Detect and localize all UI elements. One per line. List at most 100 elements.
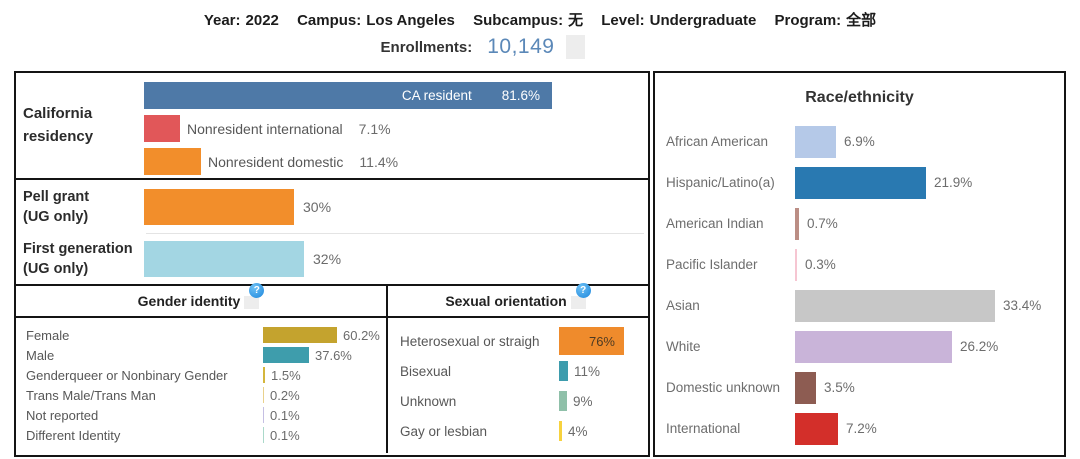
category-label: Male <box>26 347 55 363</box>
category-label: Domestic unknown <box>666 380 781 395</box>
value-label: 76% <box>588 333 615 349</box>
bar-ca-resident[interactable]: CA resident 81.6% <box>144 82 552 109</box>
bar-heterosexual-or-straigh[interactable]: 76% <box>559 327 624 355</box>
bar-row-male: Male 37.6% <box>16 345 386 365</box>
value-label: 37.6% <box>315 347 352 363</box>
bar-row-nonresident-international: Nonresident international 7.1% <box>144 112 648 145</box>
category-label: Not reported <box>26 407 99 423</box>
bar-pacific-islander[interactable] <box>795 248 797 281</box>
bar-row-different-identity: Different Identity 0.1% <box>16 425 386 445</box>
bar-genderqueer-or-nonbinary-gender[interactable] <box>263 367 265 383</box>
gender-help-icon[interactable]: ? <box>244 283 265 309</box>
category-label: Genderqueer or Nonbinary Gender <box>26 367 228 383</box>
bar-asian[interactable] <box>795 289 995 322</box>
bar-row-domestic-unknown: Domestic unknown 3.5% <box>655 367 1064 408</box>
bar-row-not-reported: Not reported 0.1% <box>16 405 386 425</box>
bar-different-identity[interactable] <box>263 427 264 443</box>
bar-row-trans-male-trans-man: Trans Male/Trans Man 0.2% <box>16 385 386 405</box>
race-ethnicity-title: Race/ethnicity <box>805 89 914 106</box>
category-label: Unknown <box>400 393 457 409</box>
value-label: 9% <box>573 393 593 409</box>
category-label: Different Identity <box>26 427 121 443</box>
filter-subcampus-value: 无 <box>568 12 584 29</box>
category-label: CA resident <box>401 88 472 103</box>
value-label: 0.1% <box>270 407 300 423</box>
category-label: Pacific Islander <box>666 257 758 272</box>
bar-male[interactable] <box>263 347 309 363</box>
bar-row-gay-or-lesbian: Gay or lesbian 4% <box>388 416 648 446</box>
bar-hispanic-latino-a[interactable] <box>795 166 926 199</box>
filter-level: Level: Undergraduate <box>601 12 756 29</box>
category-label: First generation (UG only) <box>23 240 133 277</box>
bar-row-genderqueer-or-nonbinary-gender: Genderqueer or Nonbinary Gender 1.5% <box>16 365 386 385</box>
category-label: American Indian <box>666 216 764 231</box>
category-label: Hispanic/Latino(a) <box>666 175 775 190</box>
category-label: Trans Male/Trans Man <box>26 387 156 403</box>
bar-bisexual[interactable] <box>559 361 568 381</box>
bar-not-reported[interactable] <box>263 407 264 423</box>
value-label: 7.1% <box>358 120 391 137</box>
category-label: Bisexual <box>400 363 452 379</box>
value-label: 0.7% <box>807 216 838 231</box>
bar-unknown[interactable] <box>559 391 567 411</box>
bar-female[interactable] <box>263 327 337 343</box>
bar-row-international: International 7.2% <box>655 408 1064 449</box>
orientation-help-icon[interactable]: ? <box>570 283 591 309</box>
value-label: 7.2% <box>846 421 877 436</box>
value-label: 1.5% <box>271 367 301 383</box>
bar-row-pacific-islander: Pacific Islander 0.3% <box>655 244 1064 285</box>
bar-african-american[interactable] <box>795 125 836 158</box>
category-label: Female <box>26 327 70 343</box>
value-label: 11.4% <box>359 153 399 170</box>
question-mark-icon: ? <box>575 283 591 298</box>
bar-trans-male-trans-man[interactable] <box>263 387 264 403</box>
bar-row-ca-resident: CA resident 81.6% <box>144 79 648 112</box>
gender-identity-column: Gender identity ? Female 60.2% Male 37.6% Ge… <box>16 283 388 453</box>
value-label: 6.9% <box>844 134 875 149</box>
bar-pell-grant[interactable] <box>144 189 294 225</box>
bar-row-african-american: African American 6.9% <box>655 121 1064 162</box>
filter-program-label: Program: <box>774 12 842 29</box>
filter-campus-value: Los Angeles <box>366 12 455 29</box>
category-label: Gay or lesbian <box>400 423 488 439</box>
enrollments-label: Enrollments: <box>380 38 473 56</box>
filter-subcampus: Subcampus: 无 <box>473 9 583 30</box>
bar-gay-or-lesbian[interactable] <box>559 421 562 441</box>
bar-white[interactable] <box>795 330 952 363</box>
bar-row-white: White 26.2% <box>655 326 1064 367</box>
gender-identity-title: Gender identity <box>137 293 241 309</box>
bar-row-hispanic-latino-a: Hispanic/Latino(a) 21.9% <box>655 162 1064 203</box>
bar-row-pell-grant: Pell grant (UG only) 30% <box>16 181 648 234</box>
race-ethnicity-panel: Race/ethnicity African American 6.9% Hispa… <box>653 71 1066 457</box>
gender-identity-header: Gender identity ? <box>16 283 386 318</box>
race-ethnicity-chart: African American 6.9% Hispanic/Latino(a) 21… <box>655 121 1064 449</box>
filter-program: Program: 全部 <box>774 9 876 30</box>
bar-row-asian: Asian 33.4% <box>655 285 1064 326</box>
sexual-orientation-title: Sexual orientation <box>445 293 567 309</box>
bar-nonresident-domestic[interactable] <box>144 148 201 175</box>
category-label: International <box>666 421 741 436</box>
category-label: Nonresident international <box>187 120 343 137</box>
bar-american-indian[interactable] <box>795 207 799 240</box>
filter-subcampus-label: Subcampus: <box>473 12 564 29</box>
orientation-help-gray-box <box>570 296 586 309</box>
sexual-orientation-chart: Heterosexual or straigh 76% Bisexual 11% Unk… <box>388 318 648 446</box>
sexual-orientation-column: Sexual orientation ? Heterosexual or str… <box>388 283 648 453</box>
california-residency-section: California residency CA resident 81.6% Non… <box>16 73 648 178</box>
value-label: 60.2% <box>343 327 380 343</box>
value-label: 30% <box>303 199 332 215</box>
bar-row-first-generation: First generation (UG only) 32% <box>16 233 648 285</box>
bar-first-generation[interactable] <box>144 241 304 277</box>
enrollments-value: 10,149 <box>487 35 555 58</box>
value-label: 4% <box>568 423 588 439</box>
bar-nonresident-international[interactable] <box>144 115 180 142</box>
category-label: African American <box>666 134 769 149</box>
bar-international[interactable] <box>795 412 838 445</box>
bar-row-bisexual: Bisexual 11% <box>388 356 648 386</box>
bar-row-heterosexual-or-straigh: Heterosexual or straigh 76% <box>388 326 648 356</box>
bar-domestic-unknown[interactable] <box>795 371 816 404</box>
enrollments-gray-box <box>566 35 586 59</box>
demographics-panel: California residency CA resident 81.6% Non… <box>14 71 650 457</box>
value-label: 21.9% <box>934 175 973 190</box>
